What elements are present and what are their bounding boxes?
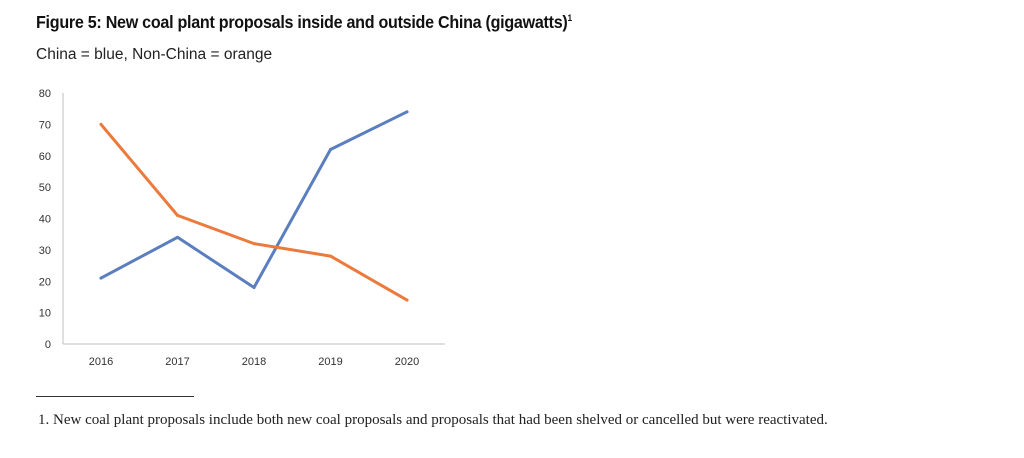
footnote-text: 1. New coal plant proposals include both… — [38, 412, 828, 428]
footnote-marker: 1 — [567, 13, 572, 23]
data-point — [252, 242, 256, 246]
data-point — [99, 276, 103, 280]
x-tick-label: 2017 — [165, 356, 189, 368]
figure-subtitle: China = blue, Non-China = orange — [36, 46, 273, 63]
series-line-non-china — [99, 122, 409, 302]
y-tick-label: 0 — [45, 339, 51, 351]
data-point — [405, 298, 409, 302]
figure-title: Figure 5: New coal plant proposals insid… — [36, 12, 572, 33]
x-tick-label: 2016 — [89, 356, 113, 368]
x-tick-label: 2020 — [395, 356, 419, 368]
y-tick-label: 20 — [39, 276, 51, 288]
y-tick-label: 50 — [39, 182, 51, 194]
x-tick-label: 2018 — [242, 356, 266, 368]
data-point — [99, 122, 103, 126]
data-point — [405, 110, 409, 114]
y-tick-label: 30 — [39, 245, 51, 257]
data-point — [329, 254, 332, 258]
y-tick-label: 10 — [39, 308, 51, 320]
footnote-rule — [36, 396, 194, 397]
y-tick-label: 80 — [39, 88, 51, 100]
data-point — [176, 213, 179, 217]
data-point — [252, 286, 256, 290]
y-tick-label: 40 — [39, 214, 51, 226]
x-axis-ticks: 2016 2017 2018 2019 2020 — [89, 356, 419, 368]
data-point — [329, 147, 332, 151]
series-line-china — [99, 110, 409, 289]
data-point — [176, 235, 179, 239]
y-tick-label: 70 — [39, 119, 51, 131]
x-tick-label: 2019 — [318, 356, 342, 368]
series-group — [99, 110, 409, 302]
y-tick-label: 60 — [39, 151, 51, 163]
figure-title-text: Figure 5: New coal plant proposals insid… — [36, 12, 568, 32]
y-axis-ticks: 0 10 20 30 40 50 60 70 80 — [39, 88, 51, 351]
